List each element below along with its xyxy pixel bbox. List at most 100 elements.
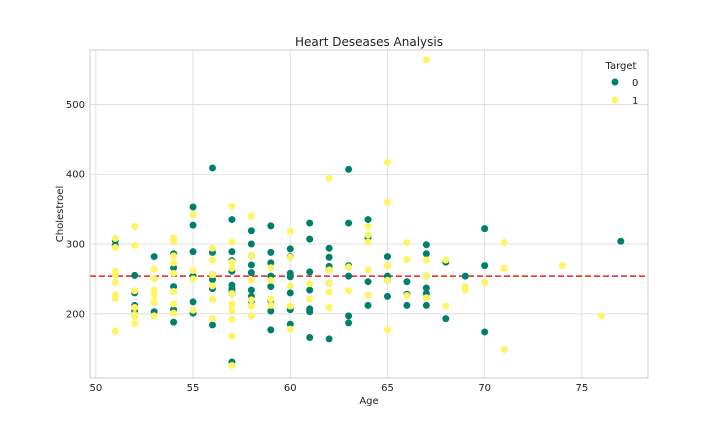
- data-point-target-0: [247, 269, 255, 277]
- data-point-target-1: [208, 244, 216, 252]
- data-point-target-1: [247, 212, 255, 220]
- data-point-target-0: [306, 286, 314, 294]
- data-point-target-0: [247, 286, 255, 294]
- legend: Target 0 1: [605, 61, 639, 107]
- data-point-target-0: [286, 245, 294, 253]
- data-point-target-0: [422, 284, 430, 292]
- data-point-target-0: [170, 264, 178, 272]
- data-point-target-0: [383, 292, 391, 300]
- data-point-target-1: [286, 253, 294, 261]
- data-point-target-1: [422, 256, 430, 264]
- data-point-target-1: [247, 252, 255, 260]
- data-point-target-1: [208, 315, 216, 323]
- data-point-target-1: [325, 266, 333, 274]
- data-point-target-1: [247, 302, 255, 310]
- data-point-target-1: [228, 290, 236, 298]
- data-point-target-1: [228, 300, 236, 308]
- data-point-target-1: [500, 239, 508, 247]
- data-point-target-1: [364, 266, 372, 274]
- data-point-target-1: [461, 286, 469, 294]
- data-point-target-1: [131, 320, 139, 328]
- data-point-target-0: [267, 222, 275, 230]
- x-tick-label: 60: [284, 383, 297, 394]
- data-point-target-0: [325, 244, 333, 252]
- data-point-target-0: [267, 326, 275, 334]
- data-point-target-1: [228, 202, 236, 210]
- x-tick-label: 55: [187, 383, 200, 394]
- data-point-target-0: [345, 272, 353, 280]
- data-point-target-1: [247, 276, 255, 284]
- data-point-target-1: [422, 56, 430, 64]
- data-point-target-1: [228, 332, 236, 340]
- data-point-target-0: [345, 319, 353, 327]
- data-points: [111, 56, 625, 369]
- data-point-target-1: [131, 241, 139, 249]
- data-point-target-0: [364, 301, 372, 309]
- data-point-target-1: [267, 301, 275, 309]
- y-tick-label: 300: [66, 240, 85, 251]
- data-point-target-0: [247, 261, 255, 269]
- legend-marker-0: [611, 78, 619, 86]
- data-point-target-1: [500, 345, 508, 353]
- data-point-target-1: [442, 256, 450, 264]
- data-point-target-1: [111, 234, 119, 242]
- tick-labels: 50 55 60 65 70 75 200 300 400 500: [66, 100, 588, 394]
- data-point-target-1: [383, 262, 391, 270]
- plot-background: [90, 50, 648, 378]
- data-point-target-0: [286, 289, 294, 297]
- data-point-target-0: [345, 165, 353, 173]
- x-tick-label: 70: [478, 383, 491, 394]
- data-point-target-0: [422, 250, 430, 258]
- data-point-target-1: [131, 304, 139, 312]
- data-point-target-1: [228, 315, 236, 323]
- data-point-target-1: [286, 302, 294, 310]
- data-point-target-0: [306, 219, 314, 227]
- data-point-target-0: [345, 219, 353, 227]
- data-point-target-0: [461, 272, 469, 280]
- data-point-target-1: [189, 275, 197, 283]
- data-point-target-1: [189, 306, 197, 314]
- data-point-target-1: [500, 264, 508, 272]
- data-point-target-1: [345, 287, 353, 295]
- data-point-target-1: [364, 291, 372, 299]
- data-point-target-0: [325, 335, 333, 343]
- data-point-target-1: [403, 239, 411, 247]
- data-point-target-1: [267, 295, 275, 303]
- data-point-target-1: [170, 252, 178, 260]
- data-point-target-1: [558, 262, 566, 270]
- grid: [90, 50, 648, 378]
- data-point-target-0: [617, 237, 625, 245]
- data-point-target-1: [189, 211, 197, 219]
- data-point-target-0: [306, 334, 314, 342]
- data-point-target-0: [306, 268, 314, 276]
- plot-frame: [89, 49, 649, 379]
- data-point-target-0: [481, 328, 489, 336]
- data-point-target-1: [150, 312, 158, 320]
- data-point-target-0: [481, 225, 489, 233]
- data-point-target-1: [286, 227, 294, 235]
- data-point-target-1: [267, 264, 275, 272]
- data-point-target-1: [111, 271, 119, 279]
- data-point-target-1: [131, 223, 139, 231]
- data-point-target-0: [208, 164, 216, 172]
- x-axis-label: Age: [359, 396, 378, 407]
- data-point-target-0: [267, 248, 275, 256]
- data-point-target-1: [325, 279, 333, 287]
- data-point-target-1: [403, 255, 411, 263]
- data-point-target-1: [170, 269, 178, 277]
- legend-marker-1: [611, 96, 619, 104]
- data-point-target-1: [131, 313, 139, 321]
- x-tick-label: 75: [576, 383, 589, 394]
- data-point-target-0: [189, 248, 197, 256]
- data-point-target-0: [150, 253, 158, 261]
- data-point-target-0: [189, 203, 197, 211]
- data-point-target-0: [267, 283, 275, 291]
- data-point-target-0: [306, 235, 314, 243]
- data-point-target-0: [228, 248, 236, 256]
- data-point-target-1: [208, 295, 216, 303]
- data-point-target-0: [131, 271, 139, 279]
- data-point-target-1: [189, 267, 197, 275]
- data-point-target-1: [247, 312, 255, 320]
- data-point-target-1: [481, 278, 489, 286]
